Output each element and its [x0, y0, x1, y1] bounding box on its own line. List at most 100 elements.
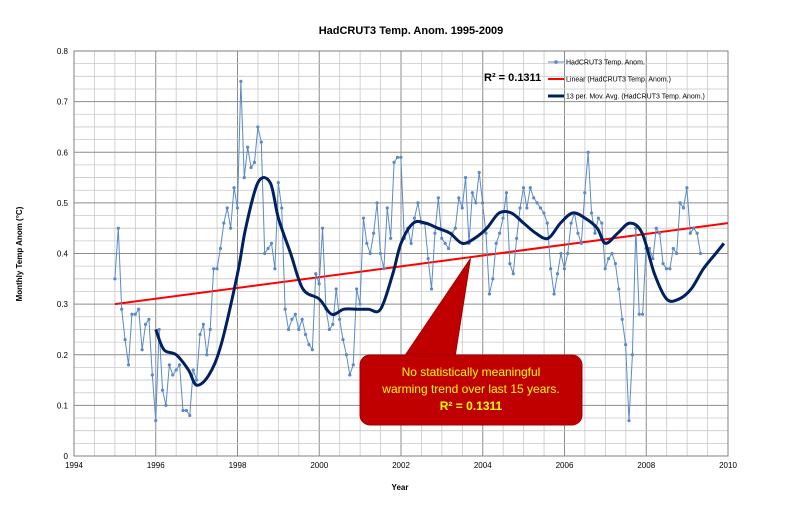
data-point — [133, 312, 137, 316]
data-point — [181, 408, 185, 413]
data-point — [440, 236, 444, 240]
data-point — [215, 267, 219, 271]
axes: 1994 1996 1998 2000 2002 2004 2006 2008 2010 0 0.1… — [57, 47, 738, 470]
data-point — [446, 246, 451, 251]
data-point — [613, 262, 617, 266]
y-tick-label: 0.4 — [57, 250, 69, 259]
data-point — [232, 186, 236, 190]
y-tick-label: 0.7 — [57, 98, 69, 107]
data-point — [583, 191, 587, 195]
data-point — [603, 267, 607, 271]
legend: HadCRUT3 Temp. Anom. Linear (HadCRUT3 Tem… — [548, 60, 705, 101]
data-point — [154, 418, 158, 423]
data-point — [651, 256, 655, 261]
data-point — [518, 206, 522, 210]
x-tick-label: 2004 — [474, 461, 492, 470]
callout-r-squared: R² = 0.1311 — [440, 399, 503, 413]
data-point — [358, 302, 362, 306]
data-point — [416, 201, 420, 205]
plot-border — [73, 50, 729, 457]
data-point — [627, 418, 631, 423]
y-axis-label: Monthly Temp Anom (°C) — [15, 206, 24, 301]
data-point — [331, 322, 335, 326]
callout-text-line: warming trend over last 15 years. — [381, 382, 559, 396]
data-point — [225, 206, 229, 210]
data-point — [395, 155, 400, 159]
data-point — [355, 287, 359, 291]
data-point — [617, 287, 621, 291]
data-point — [389, 236, 393, 240]
data-point — [177, 363, 182, 367]
data-point — [511, 272, 515, 276]
data-point — [188, 413, 192, 418]
data-point — [297, 327, 301, 332]
data-point — [368, 251, 372, 256]
data-point — [566, 251, 570, 256]
data-point — [671, 246, 675, 251]
data-point — [283, 307, 287, 311]
data-point — [698, 251, 703, 256]
data-point — [433, 231, 437, 235]
y-tick-label: 0.8 — [57, 47, 69, 56]
data-point — [484, 231, 488, 235]
x-tick-label: 2006 — [556, 461, 574, 470]
data-point — [538, 206, 543, 210]
data-point — [606, 256, 611, 261]
data-point — [348, 373, 352, 377]
x-tick-label: 2008 — [637, 461, 655, 470]
data-point — [375, 201, 379, 205]
data-point — [549, 267, 553, 271]
data-point — [654, 226, 658, 230]
data-point — [504, 191, 509, 195]
data-point — [344, 353, 349, 357]
data-point — [222, 221, 226, 225]
x-tick-label: 2000 — [310, 461, 328, 470]
data-point — [113, 277, 117, 281]
data-point — [205, 353, 209, 357]
data-point — [246, 145, 250, 149]
data-point — [365, 241, 369, 245]
data-point — [208, 327, 212, 332]
data-point — [300, 317, 304, 321]
data-point — [528, 186, 532, 190]
data-point — [692, 226, 696, 230]
data-point — [508, 262, 512, 266]
data-point — [610, 251, 614, 256]
x-tick-label: 2002 — [392, 461, 410, 470]
data-point — [198, 332, 202, 337]
data-point — [429, 287, 434, 291]
data-point — [290, 317, 294, 321]
data-point — [460, 206, 464, 210]
data-point — [385, 206, 389, 210]
data-point — [212, 267, 216, 271]
data-point — [576, 231, 580, 235]
x-tick-label: 2010 — [719, 461, 737, 470]
data-point — [532, 196, 536, 200]
data-point — [545, 221, 549, 225]
data-point — [412, 216, 417, 220]
data-point — [409, 241, 413, 245]
data-point — [678, 201, 682, 205]
legend-label: Linear (HadCRUT3 Temp. Anom.) — [566, 77, 671, 84]
data-point — [521, 186, 526, 190]
data-point — [167, 363, 171, 367]
callout-box — [359, 354, 583, 426]
data-point — [269, 241, 274, 245]
data-point — [307, 343, 311, 347]
data-point — [327, 327, 331, 332]
data-point — [436, 196, 440, 200]
data-point — [392, 160, 396, 164]
data-point — [361, 216, 366, 220]
data-point — [320, 226, 325, 230]
data-point — [685, 186, 689, 190]
data-point — [229, 226, 233, 230]
data-point — [675, 251, 679, 256]
data-point — [218, 246, 223, 251]
data-point — [664, 267, 669, 271]
chart-title: HadCRUT3 Temp. Anom. 1995-2009 — [319, 25, 504, 37]
y-tick-label: 0.6 — [57, 148, 69, 157]
data-point — [337, 317, 342, 321]
data-point — [242, 175, 246, 180]
data-point — [120, 307, 124, 311]
